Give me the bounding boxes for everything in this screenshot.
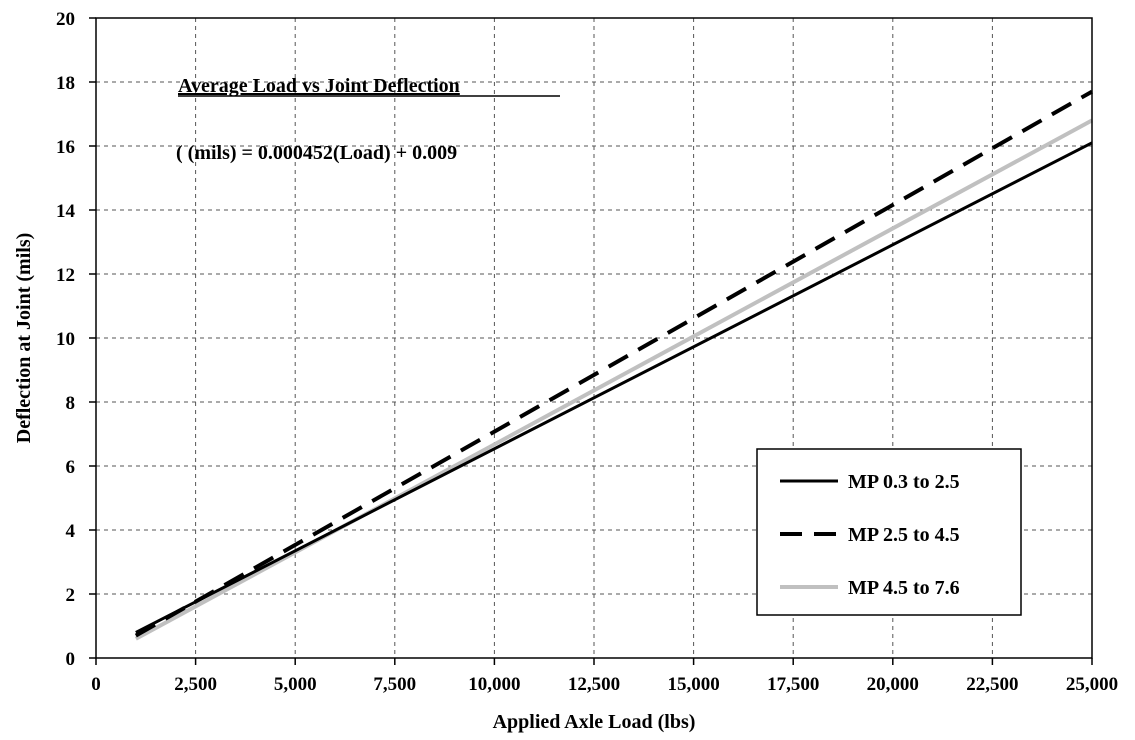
y-axis-title: Deflection at Joint (mils) <box>13 233 35 444</box>
y-tick-label: 18 <box>56 73 75 94</box>
series-lines <box>134 89 1093 641</box>
y-tick-label: 2 <box>66 585 76 606</box>
x-tick-label: 12,500 <box>568 674 620 695</box>
x-tick-label: 20,000 <box>867 674 919 695</box>
x-tick-label: 2,500 <box>174 674 217 695</box>
chart-title: Average Load vs Joint Deflection <box>178 75 460 97</box>
legend-label-1: MP 0.3 to 2.5 <box>848 471 960 493</box>
legend: MP 0.3 to 2.5 MP 2.5 to 4.5 MP 4.5 to 7.6 <box>756 448 1022 616</box>
legend-label-2: MP 2.5 to 4.5 <box>848 524 960 546</box>
axis-ticks: 0 2,500 5,000 7,500 10,000 12,500 15,000 17,500… <box>56 9 1118 695</box>
x-tick-label: 7,500 <box>373 674 416 695</box>
x-tick-label: 10,000 <box>468 674 520 695</box>
y-tick-label: 16 <box>56 137 75 158</box>
x-tick-label: 22,500 <box>966 674 1018 695</box>
equation-annotation: ( (mils) = 0.000452(Load) + 0.009 <box>176 142 457 164</box>
y-tick-label: 6 <box>66 457 76 478</box>
grid-lines <box>96 18 1092 658</box>
y-tick-label: 0 <box>66 649 76 670</box>
series-line-2 <box>134 89 1093 638</box>
y-tick-label: 10 <box>56 329 75 350</box>
x-axis-title: Applied Axle Load (lbs) <box>493 711 696 733</box>
y-tick-label: 20 <box>56 9 75 30</box>
x-tick-label: 17,500 <box>767 674 819 695</box>
y-tick-label: 12 <box>56 265 75 286</box>
y-tick-label: 8 <box>66 393 76 414</box>
legend-label-3: MP 4.5 to 7.6 <box>848 577 960 599</box>
y-tick-label: 14 <box>56 201 76 222</box>
x-tick-label: 0 <box>91 674 101 695</box>
x-tick-label: 15,000 <box>667 674 719 695</box>
x-tick-label: 5,000 <box>274 674 317 695</box>
y-tick-label: 4 <box>66 521 76 542</box>
series-line-1 <box>135 141 1093 634</box>
x-tick-label: 25,000 <box>1066 674 1118 695</box>
